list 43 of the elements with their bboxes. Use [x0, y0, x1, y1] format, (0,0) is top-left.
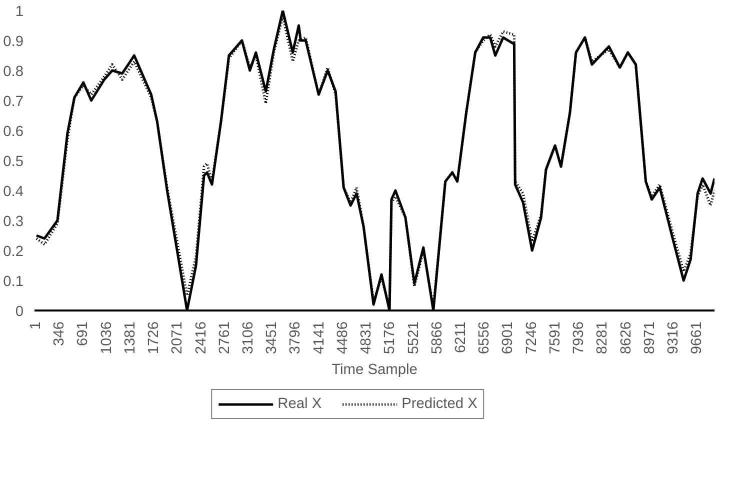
x-tick-label: 1726 — [146, 321, 162, 354]
x-tick-label: 3451 — [264, 321, 280, 354]
x-tick-label: 346 — [52, 321, 68, 346]
y-tick-label: 0.6 — [3, 124, 24, 140]
y-tick-label: 0.5 — [3, 154, 24, 170]
x-tick-label: 1036 — [98, 321, 115, 354]
x-tick-label: 2761 — [216, 321, 233, 354]
x-tick-label: 1 — [28, 321, 44, 330]
x-tick-label: 2416 — [193, 321, 210, 354]
y-tick-label: 0.2 — [3, 244, 24, 260]
x-tick-label: 1381 — [122, 321, 138, 354]
x-tick-label: 5866 — [429, 321, 446, 354]
x-tick-label: 3106 — [240, 321, 256, 354]
x-tick-label: 7936 — [571, 321, 588, 354]
x-tick-label: 4831 — [358, 321, 375, 354]
x-tick-label: 6901 — [500, 321, 516, 354]
y-tick-label: 0 — [15, 304, 24, 320]
x-tick-label: 5521 — [406, 321, 422, 354]
x-tick-label: 2071 — [170, 321, 186, 354]
x-tick-label: 9661 — [689, 321, 706, 354]
x-tick-label: 8971 — [642, 321, 658, 354]
x-tick-label: 4141 — [311, 321, 328, 354]
x-tick-label: 5176 — [382, 321, 398, 354]
x-tick-label: 6556 — [476, 321, 493, 354]
y-tick-label: 0.3 — [3, 214, 24, 230]
x-tick-label: 3796 — [288, 321, 304, 354]
x-tick-label: 8626 — [618, 321, 634, 354]
x-tick-label: 9316 — [666, 321, 682, 354]
x-tick-label: 6211 — [453, 321, 469, 354]
x-axis-title: Time Sample — [332, 362, 418, 378]
y-tick-label: 0.8 — [3, 64, 24, 80]
y-tick-label: 1 — [15, 4, 24, 20]
legend-label: Real X — [278, 396, 322, 412]
y-tick-label: 0.1 — [3, 274, 24, 290]
x-tick-label: 4486 — [334, 321, 351, 354]
y-tick-label: 0.4 — [3, 184, 24, 200]
x-tick-label: 691 — [75, 321, 92, 346]
x-tick-label: 8281 — [594, 321, 611, 354]
x-tick-label: 7246 — [524, 321, 540, 354]
y-tick-label: 0.9 — [3, 34, 24, 50]
x-tick-label: 7591 — [547, 321, 564, 354]
y-tick-label: 0.7 — [3, 94, 24, 110]
legend-label: Predicted X — [402, 396, 478, 412]
